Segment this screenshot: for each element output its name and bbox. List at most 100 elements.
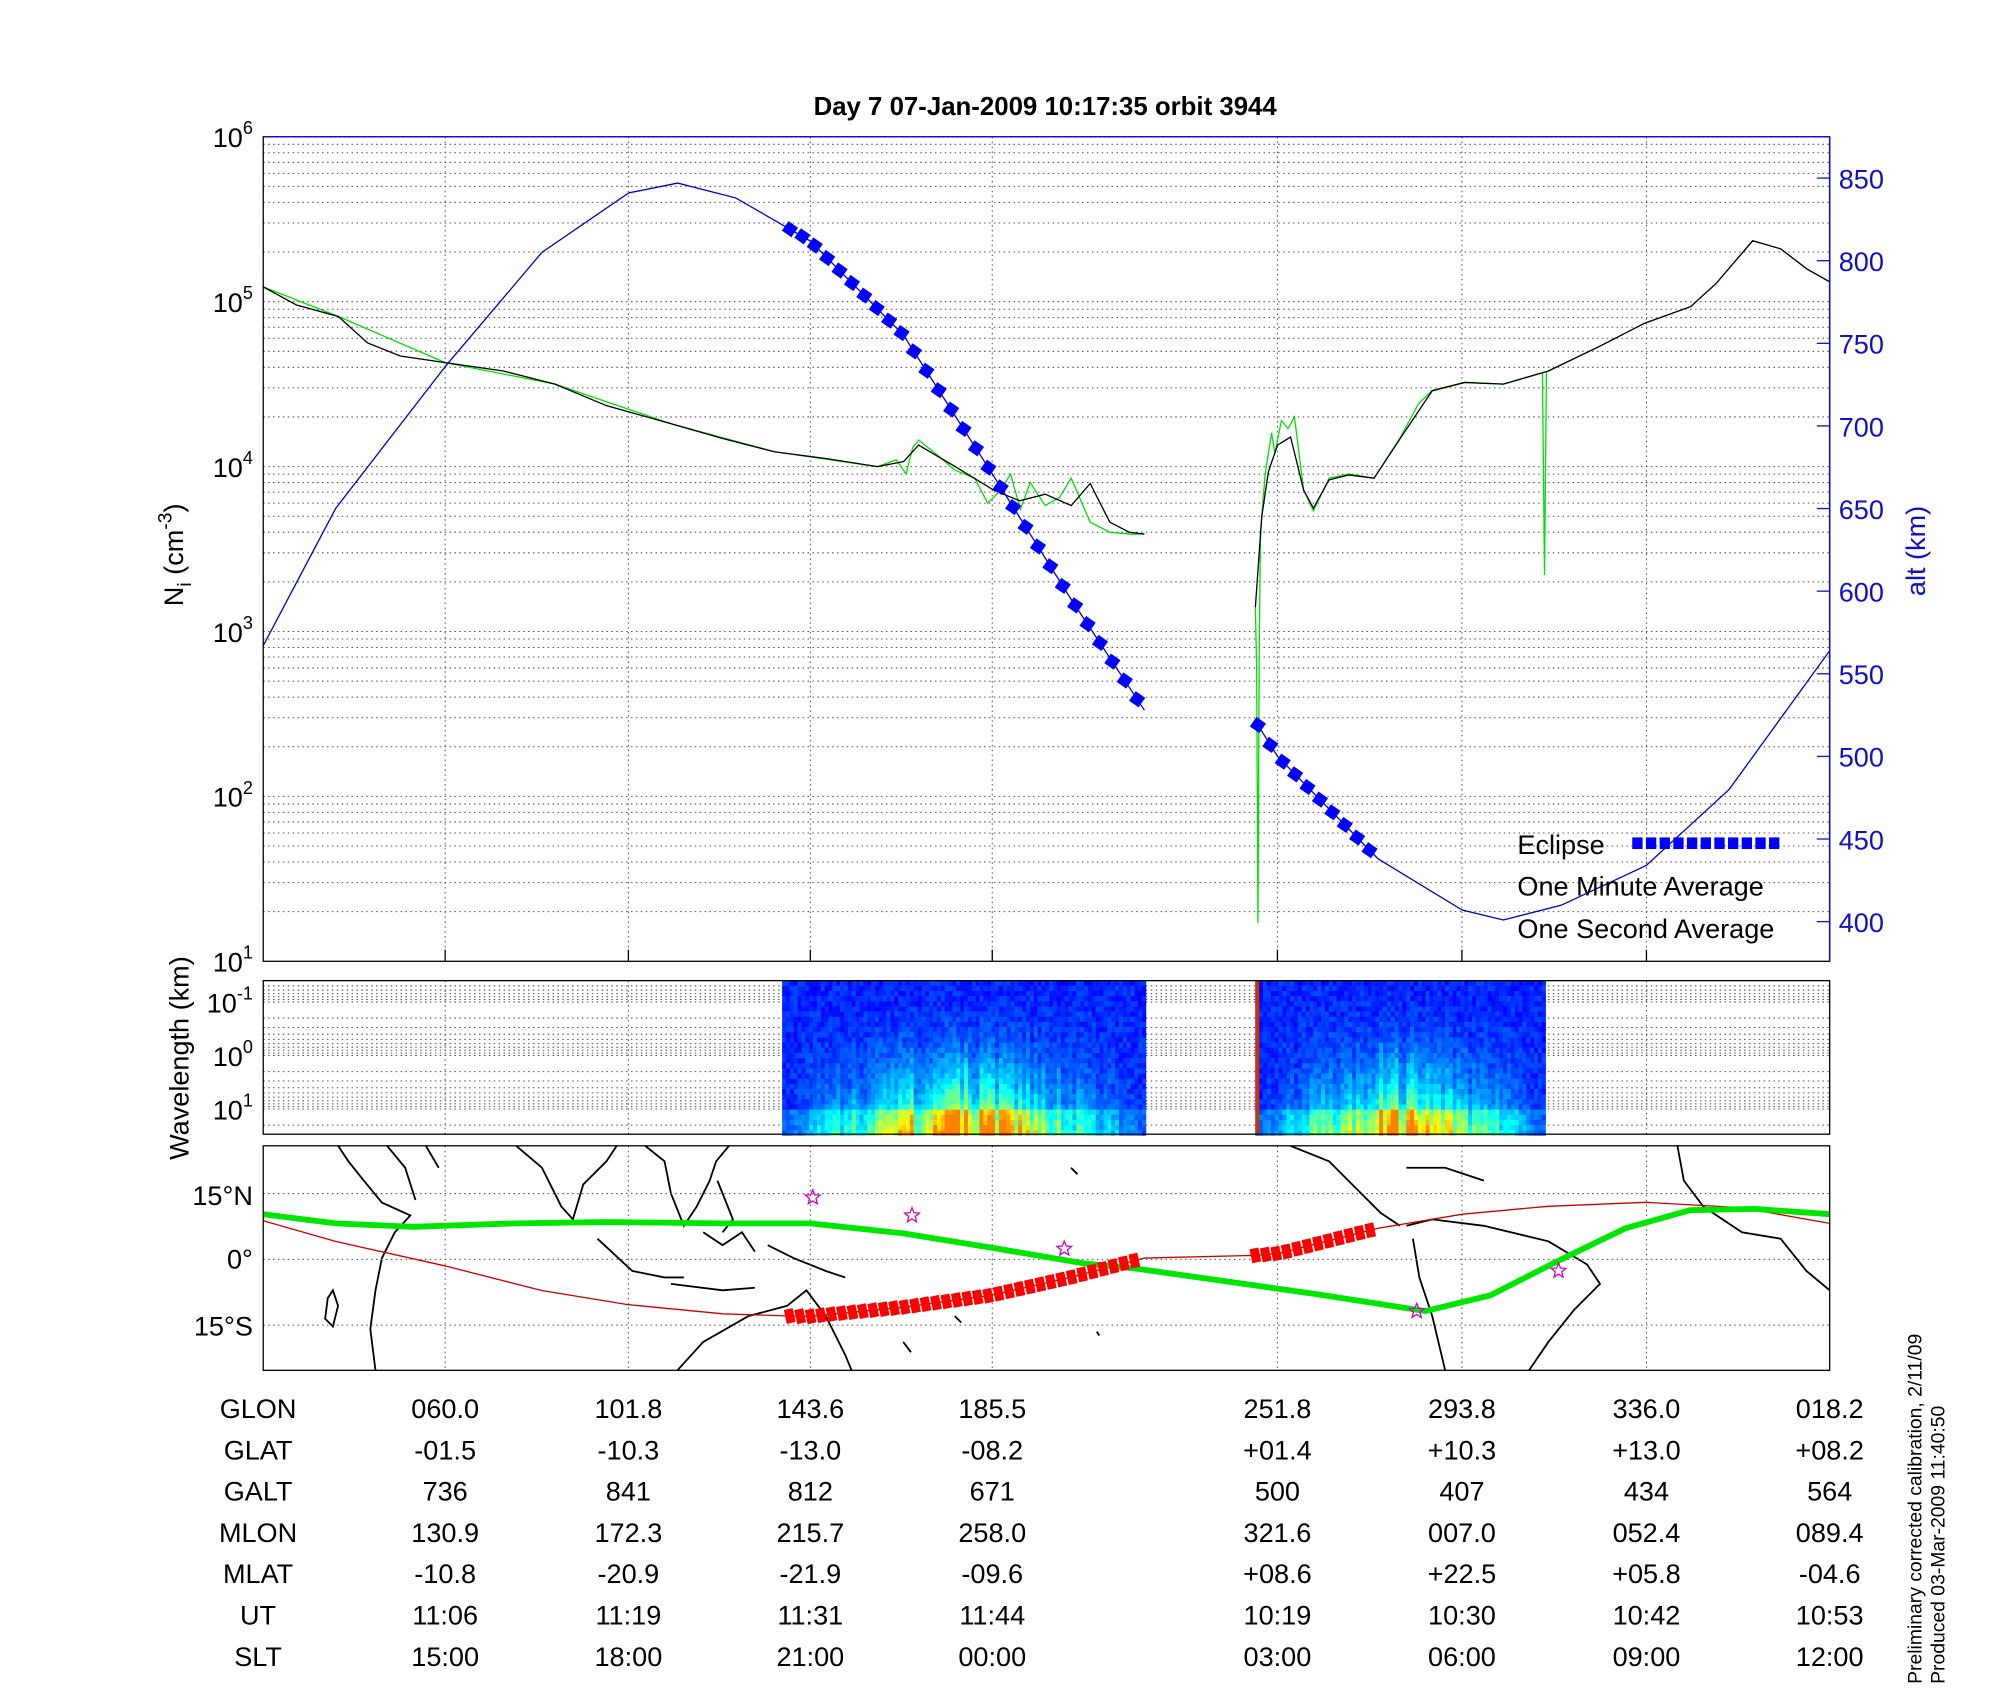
spectrogram-cell: [847, 1089, 853, 1095]
spectrogram-cell: [929, 1058, 934, 1064]
spectrogram-cell: [1425, 990, 1430, 997]
spectrogram-cell: [1456, 1052, 1461, 1059]
spectrogram-cell: [1134, 1011, 1139, 1018]
spectrogram-cell: [929, 1120, 934, 1126]
spectrogram-cell: [1076, 1032, 1081, 1038]
spectrogram-cell: [1126, 1058, 1131, 1064]
spectrogram-cell: [1064, 1058, 1069, 1064]
spectrogram-cell: [1060, 1021, 1065, 1028]
spectrogram-cell: [1056, 1125, 1062, 1131]
spectrogram-cell: [952, 996, 957, 1002]
spectrogram-cell: [1018, 1083, 1023, 1090]
spectrogram-cell: [1049, 1078, 1054, 1085]
spectrogram-cell: [1029, 1073, 1034, 1079]
spectrogram-cell: [1371, 1042, 1376, 1048]
spectrogram-cell: [956, 1001, 961, 1007]
spectrogram-cell: [1390, 996, 1395, 1002]
spectrogram-cell: [1049, 1021, 1054, 1028]
spectrogram-cell: [878, 1037, 884, 1043]
spectrogram-cell: [987, 1089, 992, 1095]
spectrogram-cell: [983, 1006, 988, 1012]
spectrogram-cell: [1433, 1058, 1438, 1064]
spectrogram-cell: [1286, 1130, 1291, 1136]
spectrogram-cell: [1294, 1125, 1299, 1131]
spectrogram-cell: [1068, 980, 1073, 987]
spectrogram-cell: [1491, 1089, 1496, 1095]
spectrogram-cell: [875, 1130, 880, 1136]
spectrogram-cell: [785, 1042, 791, 1048]
spectrogram-cell: [1274, 1001, 1279, 1007]
spectrogram-cell: [944, 1125, 949, 1131]
spectrogram-cell: [878, 1125, 884, 1131]
spectrogram-cell: [995, 1120, 1000, 1126]
spectrogram-cell: [1456, 1016, 1461, 1023]
spectrogram-cell: [824, 1068, 829, 1074]
spectrogram-cell: [1383, 1078, 1388, 1085]
spectrogram-cell: [1037, 1104, 1042, 1110]
spectrogram-cell: [1313, 1016, 1318, 1023]
spectrogram-cell: [1460, 1114, 1465, 1121]
spectrogram-cell: [898, 1089, 903, 1095]
spectrogram-cell: [855, 990, 860, 997]
spectrogram-cell: [956, 1083, 961, 1090]
eclipse-marker: [819, 249, 836, 267]
spectrogram-cell: [1506, 1032, 1512, 1038]
spectrogram-cell: [1286, 1047, 1291, 1054]
spectrogram-cell: [1464, 1058, 1469, 1064]
spectrogram-cell: [1402, 1114, 1407, 1121]
spectrogram-cell: [1483, 1120, 1488, 1126]
spectrogram-cell: [983, 1130, 988, 1136]
spectrogram-cell: [1022, 1037, 1027, 1043]
spectrogram-cell: [1406, 990, 1411, 997]
spectrogram-cell: [1448, 1120, 1453, 1126]
spectrogram-cell: [952, 1104, 957, 1110]
spectrogram-cell: [921, 1104, 926, 1110]
spectrogram-cell: [1053, 1083, 1058, 1090]
spectrogram-cell: [1263, 1099, 1268, 1105]
spectrogram-cell: [1060, 990, 1065, 997]
spectrogram-cell: [1328, 985, 1333, 992]
spectrogram-cell: [894, 1001, 899, 1007]
spectrogram-cell: [1363, 980, 1368, 987]
spectrogram-cell: [1037, 1125, 1042, 1131]
spectrogram-cell: [1336, 1058, 1341, 1064]
spectrogram-cell: [824, 1006, 829, 1012]
spectrogram-cell: [1321, 1094, 1326, 1100]
spectrogram-cell: [832, 1052, 837, 1059]
spectrogram-cell: [1433, 1130, 1438, 1136]
spectrogram-cell: [1045, 1001, 1050, 1007]
spectrogram-cell: [875, 1016, 880, 1023]
spectrogram-cell: [898, 1099, 903, 1105]
spectrogram-cell: [1379, 1083, 1384, 1090]
spectrogram-cell: [878, 996, 884, 1002]
spectrogram-cell: [1332, 1099, 1337, 1105]
spectrogram-cell: [1115, 1021, 1120, 1028]
spectrogram-cell: [1336, 1125, 1341, 1131]
spectrogram-cell: [1297, 1042, 1303, 1048]
spectrogram-cell: [1317, 1104, 1322, 1110]
spectrogram-cell: [1386, 1073, 1392, 1079]
spectrogram-cell: [1444, 1032, 1450, 1038]
spectrogram-cell: [871, 1016, 876, 1023]
spectrogram-cell: [1002, 1047, 1007, 1054]
spectrogram-cell: [1122, 985, 1127, 992]
spectrogram-cell: [1425, 1073, 1430, 1079]
spectrogram-cell: [1340, 1089, 1345, 1095]
spectrogram-cell: [1398, 1006, 1403, 1012]
spectrogram-cell: [1321, 1027, 1326, 1033]
spectrogram-cell: [797, 1104, 802, 1110]
spectrogram-cell: [805, 1073, 810, 1079]
spectrogram-cell: [1464, 980, 1469, 987]
spectrogram-cell: [952, 1006, 957, 1012]
spectrogram-cell: [936, 1021, 942, 1028]
spectrogram-cell: [1068, 1130, 1073, 1136]
spectrogram-cell: [1355, 1011, 1361, 1018]
spectrogram-cell: [820, 1083, 825, 1090]
spectrogram-cell: [1410, 1114, 1415, 1121]
spectrogram-cell: [1259, 1047, 1264, 1054]
spectrogram-cell: [1444, 1089, 1450, 1095]
spectrogram-cell: [1259, 1104, 1264, 1110]
spectrogram-cell: [886, 1130, 891, 1136]
spectrogram-cell: [809, 1063, 814, 1069]
spectrogram-cell: [921, 1021, 926, 1028]
